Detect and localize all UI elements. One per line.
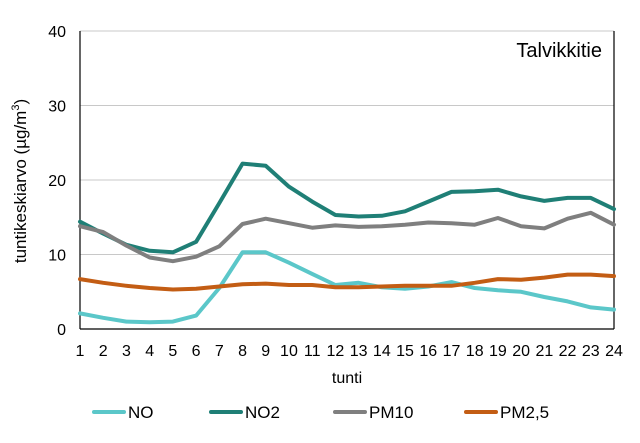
legend-label-pm2-5: PM2,5 (500, 403, 549, 422)
x-tick-label: 21 (535, 343, 553, 360)
y-tick-label: 20 (48, 173, 66, 190)
series-line-no2 (78, 161, 616, 255)
x-axis-label: tunti (332, 370, 362, 387)
legend-label-no: NO (128, 403, 154, 422)
series-lines (78, 161, 616, 325)
x-tick-label: 10 (280, 343, 298, 360)
legend-label-no2: NO2 (245, 403, 280, 422)
y-axis-label: tuntikeskiarvo (µg/m3) (10, 99, 30, 263)
x-tick-label: 20 (512, 343, 530, 360)
x-tick-label: 2 (99, 343, 108, 360)
x-tick-label: 15 (396, 343, 414, 360)
x-tick-label: 24 (605, 343, 623, 360)
y-axis-label-close: ) (11, 99, 30, 105)
x-tick-label: 18 (466, 343, 484, 360)
gridlines (80, 30, 614, 255)
y-tick-label: 0 (57, 322, 66, 339)
series-line-pm10 (78, 210, 616, 264)
x-tick-label: 9 (261, 343, 270, 360)
chart-title: Talvikkitie (516, 40, 602, 62)
x-tick-label: 16 (419, 343, 437, 360)
x-tick-label: 6 (192, 343, 201, 360)
legend: NO NO2 PM10 PM2,5 (92, 403, 549, 422)
x-tick-label: 17 (443, 343, 461, 360)
x-tick-label: 5 (168, 343, 177, 360)
y-tick-labels: 0 10 20 30 40 (48, 24, 66, 339)
series-line-no (78, 250, 616, 325)
x-tick-label: 11 (304, 343, 321, 360)
x-tick-label: 4 (145, 343, 154, 360)
x-tick-label: 7 (215, 343, 224, 360)
y-tick-label: 30 (48, 99, 66, 116)
x-tick-label: 12 (326, 343, 344, 360)
x-tick-label: 3 (122, 343, 131, 360)
y-tick-label: 40 (48, 24, 66, 41)
y-axis-label-superscript: 3 (10, 105, 22, 111)
x-tick-label: 14 (373, 343, 391, 360)
x-tick-labels: 1 2 3 4 5 6 7 8 9 10 11 12 13 14 15 16 17 18 19 20 21 22 23 24 (76, 343, 623, 360)
x-tick-label: 19 (489, 343, 507, 360)
x-tick-label: 1 (76, 343, 85, 360)
y-tick-label: 10 (48, 248, 66, 265)
series-line-pm2-5 (78, 272, 616, 292)
y-axis-label-main: tuntikeskiarvo (µg/m (11, 111, 30, 263)
legend-label-pm10: PM10 (369, 403, 413, 422)
x-tick-label: 8 (238, 343, 247, 360)
x-tick-label: 13 (350, 343, 368, 360)
x-tick-label: 22 (559, 343, 577, 360)
x-tick-label: 23 (582, 343, 600, 360)
